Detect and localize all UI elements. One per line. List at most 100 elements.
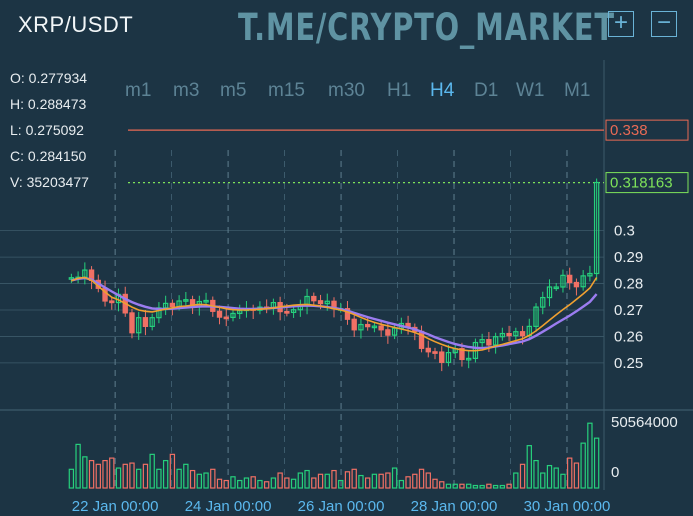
volume-bar (540, 472, 546, 489)
candle-body (499, 332, 506, 338)
volume-bar (331, 469, 337, 489)
volume-bar (176, 468, 182, 489)
volume-bar (109, 457, 115, 489)
volume-bar (432, 478, 438, 489)
y-tick-label: 0.3 (614, 223, 635, 240)
candle-body (553, 286, 559, 290)
volume-bar (506, 483, 512, 489)
candle-body (533, 306, 539, 328)
candle-body (513, 331, 519, 337)
volume-bar (277, 472, 283, 489)
candle-body (378, 325, 384, 331)
candle-body (587, 272, 593, 277)
tab-h1[interactable]: H1 (387, 80, 412, 101)
volume-bar (75, 443, 81, 489)
candle-body (519, 331, 526, 337)
candle-body (136, 317, 142, 334)
volume-bar (439, 481, 445, 489)
x-tick-label: 30 Jan 00:00 (524, 498, 611, 515)
volume-bar (115, 467, 122, 489)
tab-m15[interactable]: m15 (268, 80, 305, 101)
x-tick-label: 24 Jan 00:00 (185, 498, 272, 515)
volume-bar (364, 477, 371, 489)
volume-bar (519, 463, 526, 489)
volume-bar (573, 462, 580, 489)
y-tick-label: 0.29 (614, 249, 643, 266)
volume-bar (82, 456, 88, 489)
tab-h4[interactable]: H4 (430, 80, 455, 101)
candle-body (324, 300, 330, 305)
volume-bar (257, 479, 263, 489)
watermark-text: T.ME/CRYPTO_MARKET (238, 6, 615, 49)
volume-bar (169, 453, 176, 489)
candle-body (445, 351, 452, 363)
volume-bar (533, 459, 539, 489)
volume-bar (149, 453, 155, 489)
volume-bar (412, 473, 418, 489)
volume-bar (479, 484, 485, 489)
volume-bar (546, 464, 553, 489)
candle-body (183, 299, 189, 302)
volume-bar (567, 457, 573, 489)
volume-bar (351, 468, 357, 489)
volume-bar (156, 468, 162, 489)
volume-bar (142, 463, 149, 489)
candle-body (580, 275, 586, 288)
volume-bar (418, 468, 425, 489)
volume-bar (391, 467, 398, 489)
volume-bar (338, 479, 344, 489)
ohlc-low: L: 0.275092 (10, 122, 84, 138)
volume-bar (459, 483, 465, 489)
candle-body (317, 300, 324, 305)
candle-body (385, 329, 391, 336)
volume-bar (465, 483, 472, 489)
volume-bar (526, 445, 532, 489)
ohlc-high: H: 0.288473 (10, 96, 87, 112)
candle-body (371, 325, 378, 329)
volume-bar (445, 483, 452, 489)
volume-bar (358, 474, 364, 489)
volume-bar (230, 476, 236, 489)
volume-bar (88, 459, 95, 489)
volume-bar (371, 473, 378, 489)
tab-m5[interactable]: m5 (220, 80, 247, 101)
volume-bar (136, 468, 142, 489)
zoom-in-button[interactable]: + (608, 11, 634, 37)
volume-bar (250, 476, 256, 489)
tab-d1[interactable]: D1 (474, 80, 499, 101)
candle-body (506, 332, 512, 337)
candle-body (540, 296, 546, 308)
volume-bar (290, 478, 297, 489)
candle-body (425, 347, 431, 353)
candle-body (230, 312, 236, 319)
tab-m3[interactable]: m3 (173, 80, 200, 101)
candle-body (203, 299, 209, 303)
tab-w1[interactable]: W1 (516, 80, 545, 101)
y-tick-label: 0.28 (614, 276, 643, 293)
x-tick-label: 26 Jan 00:00 (298, 498, 385, 515)
candle-body (223, 316, 229, 320)
volume-bar (580, 442, 586, 489)
volume-bar (223, 479, 229, 489)
tab-mn1[interactable]: M1 (564, 80, 591, 101)
volume-bar (425, 472, 431, 489)
volume-bar (398, 479, 405, 489)
candle-body (364, 323, 371, 328)
volume-bar (284, 477, 290, 489)
symbol-title: XRP/USDT (18, 12, 134, 37)
volume-bar (210, 468, 216, 489)
volume-bar (513, 472, 519, 489)
zoom-out-button[interactable]: − (651, 11, 677, 37)
volume-bar (189, 469, 196, 489)
volume-bar (492, 484, 499, 489)
volume-bar (129, 462, 135, 489)
candle-body (567, 274, 573, 284)
ohlc-close: C: 0.284150 (10, 148, 87, 164)
volume-bar (344, 471, 351, 489)
tab-m1[interactable]: m1 (125, 80, 152, 101)
tab-m30[interactable]: m30 (328, 80, 365, 101)
volume-bar (237, 479, 243, 489)
volume-bar (243, 477, 250, 489)
